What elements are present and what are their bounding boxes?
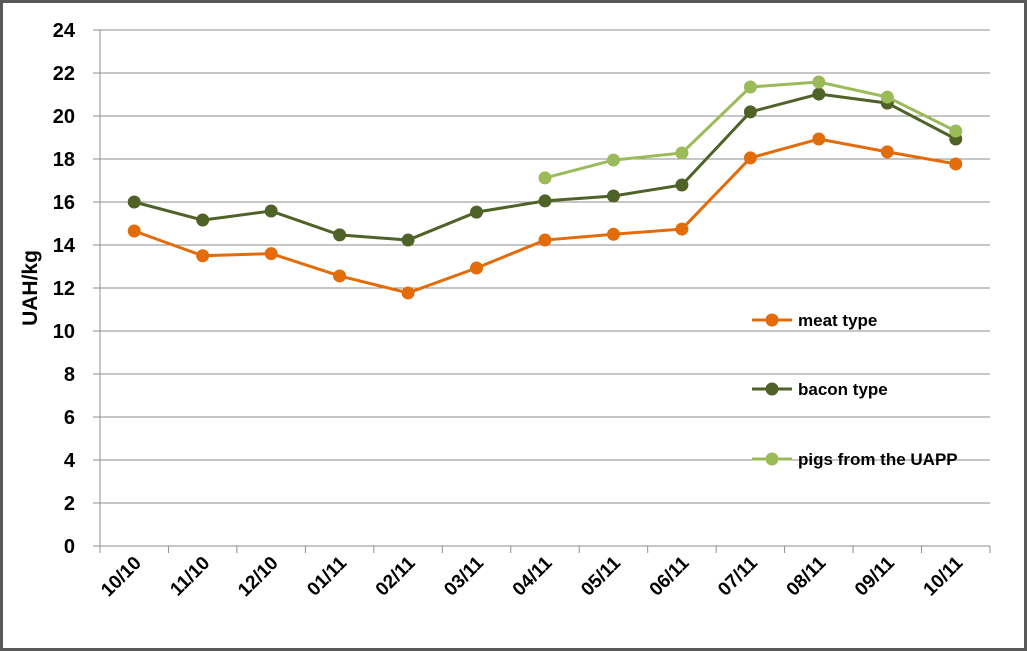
x-tick-label: 12/10 [234,553,282,601]
x-tick-label: 11/10 [166,553,214,601]
y-tick-label: 8 [64,364,75,386]
data-point [675,178,689,192]
data-point [264,204,278,218]
x-tick-label: 04/11 [509,552,557,600]
y-tick-label: 10 [53,321,75,343]
y-tick-label: 22 [53,63,75,85]
legend-marker [765,313,779,327]
data-point [470,261,484,275]
x-tick-label: 08/11 [783,552,831,600]
data-point [743,105,757,119]
data-point [880,90,894,104]
data-point [675,146,689,160]
data-point [401,286,415,300]
y-tick-label: 6 [64,407,75,429]
data-point [949,157,963,171]
data-point [127,224,141,238]
y-tick-label: 24 [53,20,76,42]
data-point [401,233,415,247]
y-tick-label: 14 [53,235,76,257]
x-tick-label: 03/11 [440,552,488,600]
x-tick-label: 09/11 [851,552,899,600]
y-tick-label: 12 [53,278,75,300]
data-point [606,153,620,167]
data-point [470,205,484,219]
y-axis-label: UAH/kg [19,250,42,326]
x-tick-label: 06/11 [646,552,694,600]
data-point [949,124,963,138]
x-tick-label: 02/11 [372,552,420,600]
data-point [538,194,552,208]
data-point [538,233,552,247]
data-point [606,189,620,203]
data-point [127,195,141,209]
y-tick-label: 16 [53,192,75,214]
x-tick-label: 01/11 [303,552,351,600]
data-point [196,249,210,263]
data-point [333,228,347,242]
legend-label: pigs from the UAPP [798,450,958,469]
data-point [675,222,689,236]
y-tick-label: 2 [64,493,75,515]
y-tick-label: 4 [64,450,76,472]
x-tick-label: 10/10 [97,553,145,601]
y-tick-label: 0 [64,536,75,558]
legend-label: meat type [798,311,877,330]
legend-label: bacon type [798,380,888,399]
data-point [743,151,757,165]
data-point [812,75,826,89]
x-tick-label: 05/11 [577,552,625,600]
y-tick-label: 18 [53,149,75,171]
x-tick-label: 07/11 [714,552,762,600]
data-point [606,227,620,241]
data-point [264,247,278,261]
data-point [538,171,552,185]
series-line-0 [133,137,957,295]
data-point [196,213,210,227]
data-point [812,87,826,101]
x-tick-label: 10/11 [920,552,968,600]
data-point [812,132,826,146]
legend-marker [765,382,779,396]
legend-marker [765,452,779,466]
data-point [743,80,757,94]
data-point [333,269,347,283]
y-tick-label: 20 [53,106,75,128]
data-point [880,145,894,159]
